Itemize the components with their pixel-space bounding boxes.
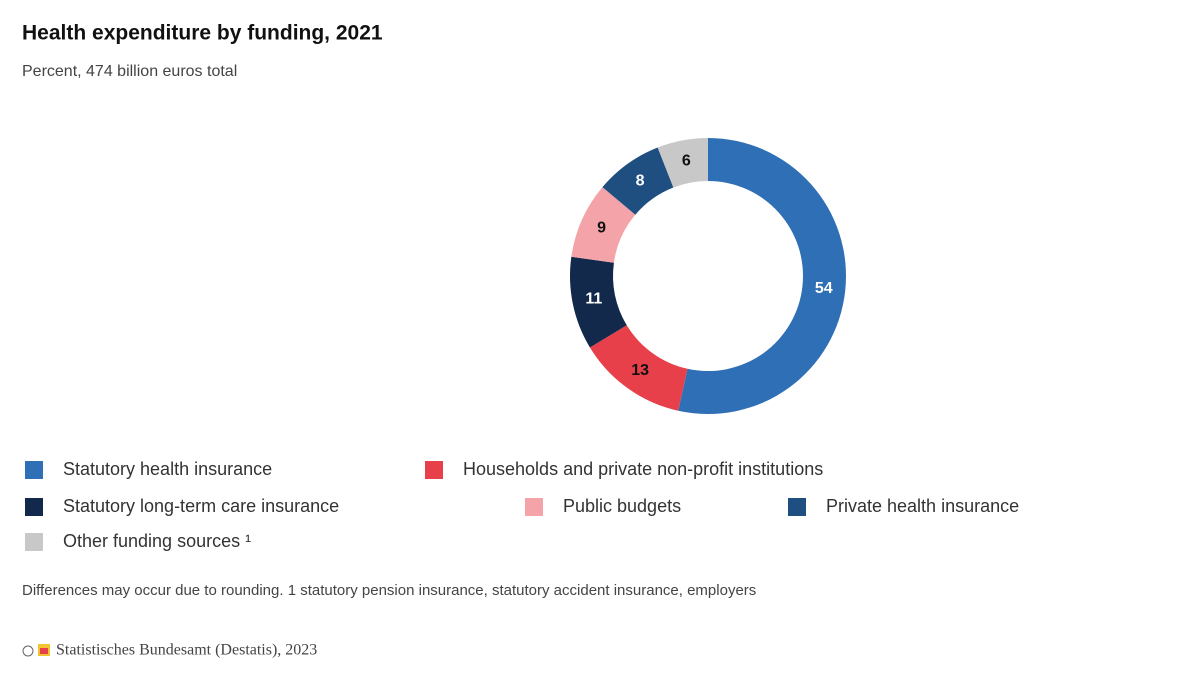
donut-slice <box>678 138 846 414</box>
data-label: 13 <box>631 362 649 379</box>
data-label: 8 <box>636 173 645 190</box>
donut-slice <box>657 138 708 188</box>
legend-label: Statutory long-term care insurance <box>63 496 339 516</box>
legend-label: Private health insurance <box>826 496 1019 516</box>
donut-slice <box>571 187 636 263</box>
chart-subtitle: Percent, 474 billion euros total <box>22 63 237 80</box>
source: Statistisches Bundesamt (Destatis), 2023 <box>56 642 317 659</box>
legend-label: Public budgets <box>563 496 681 516</box>
legend-swatch <box>525 498 543 516</box>
legend-label: Statutory health insurance <box>63 459 272 479</box>
source-logo <box>22 644 50 657</box>
legend-swatch <box>25 533 43 551</box>
data-label: 6 <box>682 153 691 170</box>
legend-label: Households and private non-profit instit… <box>463 459 823 479</box>
data-label: 54 <box>815 280 833 297</box>
legend-label: Other funding sources ¹ <box>63 531 251 551</box>
donut-slice <box>570 256 627 348</box>
data-label: 11 <box>585 291 602 308</box>
data-label: 9 <box>597 220 606 237</box>
donut-slice <box>589 325 688 411</box>
legend-swatch <box>25 461 43 479</box>
legend-swatch <box>25 498 43 516</box>
note: Differences may occur due to rounding. 1… <box>22 582 756 599</box>
donut-slice <box>602 147 674 215</box>
chart-title: Health expenditure by funding, 2021 <box>22 22 383 45</box>
legend-swatch <box>425 461 443 479</box>
legend-swatch <box>788 498 806 516</box>
